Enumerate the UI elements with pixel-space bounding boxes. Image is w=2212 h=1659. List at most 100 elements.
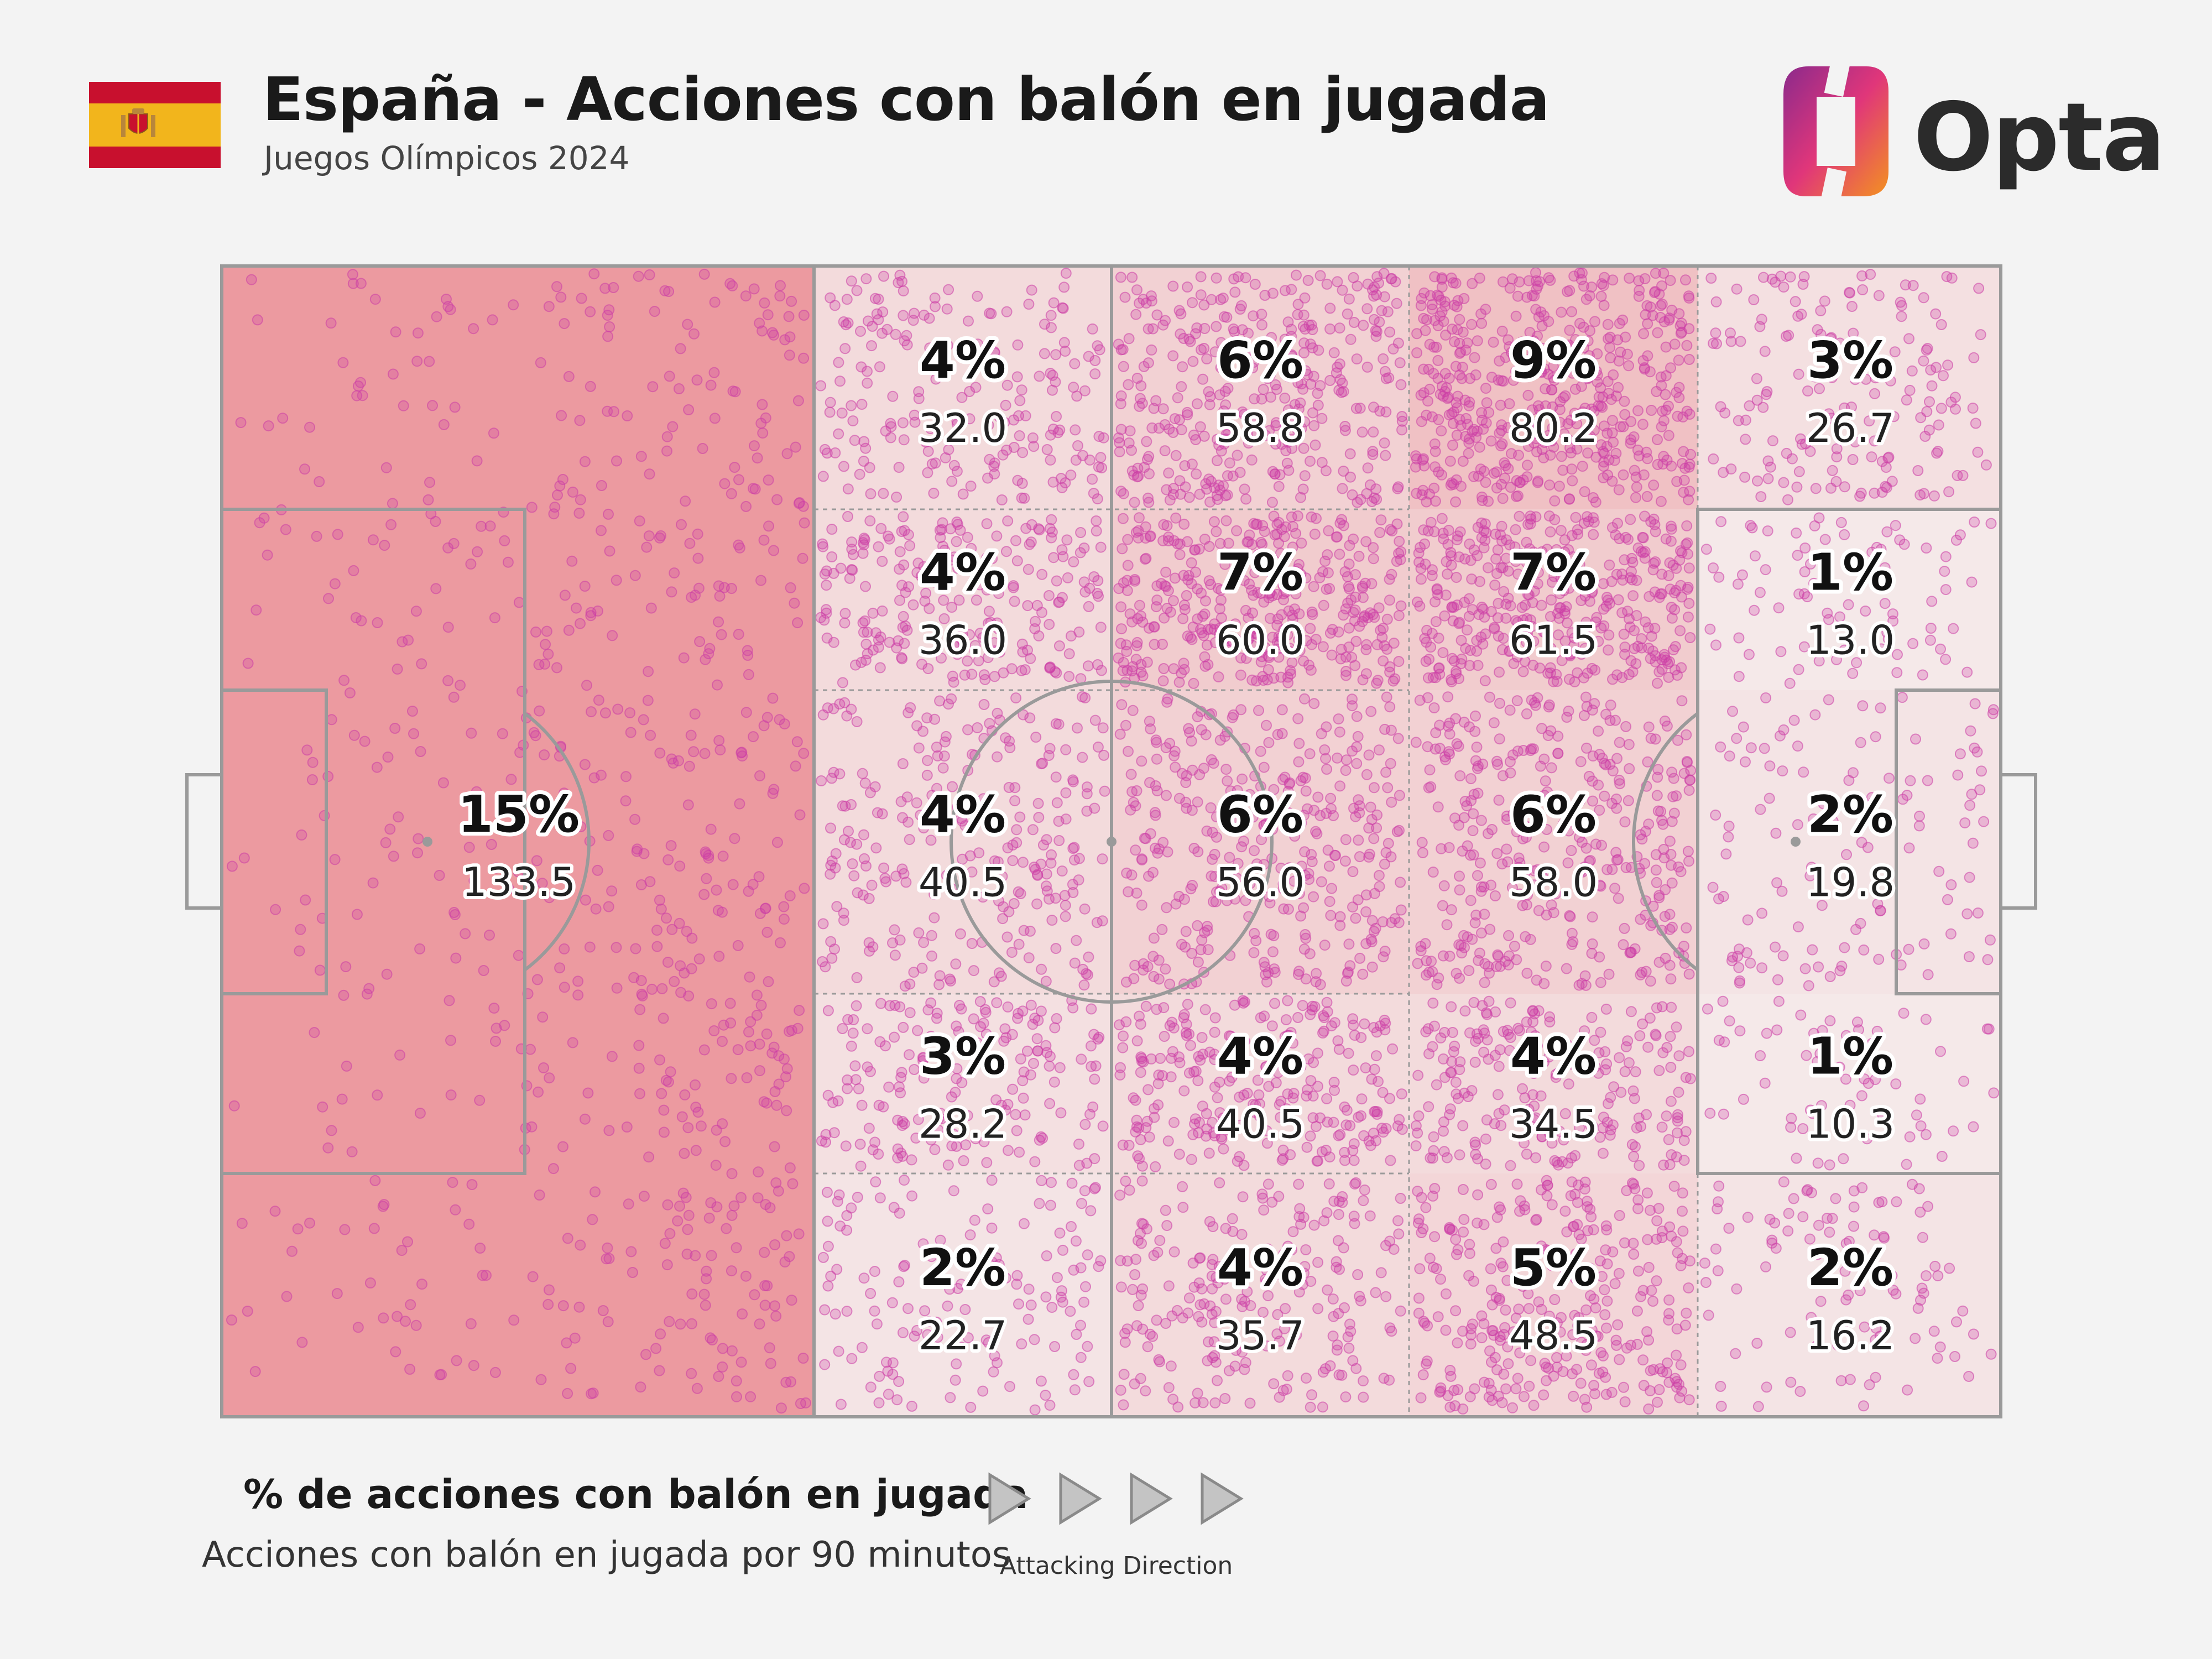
action-dot	[993, 895, 1004, 907]
action-dot	[1464, 1391, 1476, 1402]
action-dot	[878, 862, 890, 874]
action-dot	[1674, 625, 1686, 637]
action-dot	[1443, 525, 1454, 536]
action-dot	[1680, 1126, 1692, 1138]
action-dot	[1478, 1024, 1489, 1036]
action-dot	[1494, 1044, 1506, 1056]
action-dot	[1474, 441, 1485, 453]
action-dot	[1060, 346, 1071, 357]
action-dot	[1083, 951, 1094, 963]
action-dot	[1063, 648, 1075, 660]
action-dot	[1463, 965, 1475, 977]
action-dot	[556, 410, 567, 421]
action-dot	[877, 556, 888, 567]
action-dot	[589, 1186, 601, 1198]
action-dot	[1324, 323, 1336, 335]
action-dot	[1118, 1369, 1130, 1380]
action-dot	[867, 644, 879, 656]
action-dot	[1308, 698, 1320, 709]
action-dot	[1022, 1313, 1034, 1325]
action-dot	[1187, 880, 1198, 891]
action-dot	[851, 972, 863, 983]
action-dot	[1119, 291, 1131, 303]
action-dot	[513, 597, 525, 608]
action-dot	[1419, 1317, 1431, 1329]
action-dot	[1086, 1003, 1097, 1015]
action-dot	[786, 1295, 797, 1306]
action-dot	[1193, 1051, 1204, 1062]
action-dot	[986, 1222, 998, 1234]
action-dot	[1032, 797, 1044, 809]
action-dot	[1069, 1384, 1081, 1396]
action-dot	[754, 1318, 765, 1330]
action-dot	[1685, 765, 1697, 776]
action-dot	[841, 1306, 853, 1317]
action-dot	[729, 462, 740, 473]
action-dot	[1430, 727, 1442, 739]
action-dot	[1287, 1226, 1299, 1238]
action-dot	[489, 1366, 501, 1378]
action-dot	[816, 775, 827, 786]
action-dot	[1117, 344, 1129, 355]
action-dot	[1421, 624, 1433, 636]
action-dot	[962, 1332, 974, 1344]
action-dot	[698, 268, 710, 280]
action-dot	[1587, 911, 1598, 923]
action-dot	[1321, 721, 1332, 733]
action-dot	[674, 917, 685, 929]
action-dot	[466, 1179, 478, 1191]
action-dot	[1182, 281, 1193, 293]
action-dot	[1145, 530, 1156, 542]
action-dot	[544, 892, 555, 904]
action-dot	[838, 907, 849, 919]
action-dot	[1057, 302, 1068, 314]
action-dot	[1442, 691, 1454, 703]
action-dot	[1282, 316, 1294, 328]
action-dot	[664, 371, 675, 382]
action-dot	[1001, 931, 1013, 943]
action-dot	[1049, 1022, 1061, 1034]
action-dot	[1016, 665, 1027, 676]
action-dot	[1651, 877, 1662, 888]
action-dot	[1011, 1125, 1022, 1136]
action-dot	[1658, 451, 1670, 462]
action-dot	[1084, 582, 1095, 594]
action-dot	[1525, 513, 1537, 525]
action-dot	[1366, 915, 1378, 926]
action-dot	[596, 769, 607, 781]
action-dot	[947, 781, 958, 792]
action-dot	[1357, 968, 1369, 980]
action-dot	[724, 278, 736, 289]
action-dot	[953, 594, 965, 606]
action-dot	[1050, 718, 1062, 729]
action-dot	[1674, 554, 1686, 566]
action-dot	[901, 791, 913, 803]
action-dot	[1165, 1360, 1177, 1372]
action-dot	[906, 1190, 918, 1202]
action-dot	[1655, 588, 1666, 600]
action-dot	[1014, 395, 1026, 406]
action-dot	[1457, 326, 1469, 338]
action-dot	[347, 269, 358, 280]
action-dot	[1429, 461, 1441, 473]
action-dot	[932, 1124, 944, 1136]
action-dot	[849, 1060, 861, 1072]
action-dot	[249, 1366, 261, 1378]
action-dot	[938, 613, 950, 624]
action-dot	[602, 331, 614, 342]
action-dot	[1023, 1284, 1035, 1295]
action-dot	[390, 1346, 401, 1358]
action-dot	[450, 1204, 461, 1215]
action-dot	[1645, 301, 1656, 313]
action-dot	[1458, 716, 1470, 728]
action-dot	[1020, 523, 1032, 534]
action-dot	[611, 455, 622, 467]
action-dot	[579, 456, 591, 467]
action-dot	[1173, 792, 1185, 804]
action-dot	[951, 1140, 962, 1152]
action-dot	[602, 310, 613, 321]
action-dot	[1044, 662, 1056, 674]
action-dot	[1534, 662, 1546, 674]
action-dot	[714, 744, 726, 756]
action-dot	[1440, 1324, 1452, 1336]
